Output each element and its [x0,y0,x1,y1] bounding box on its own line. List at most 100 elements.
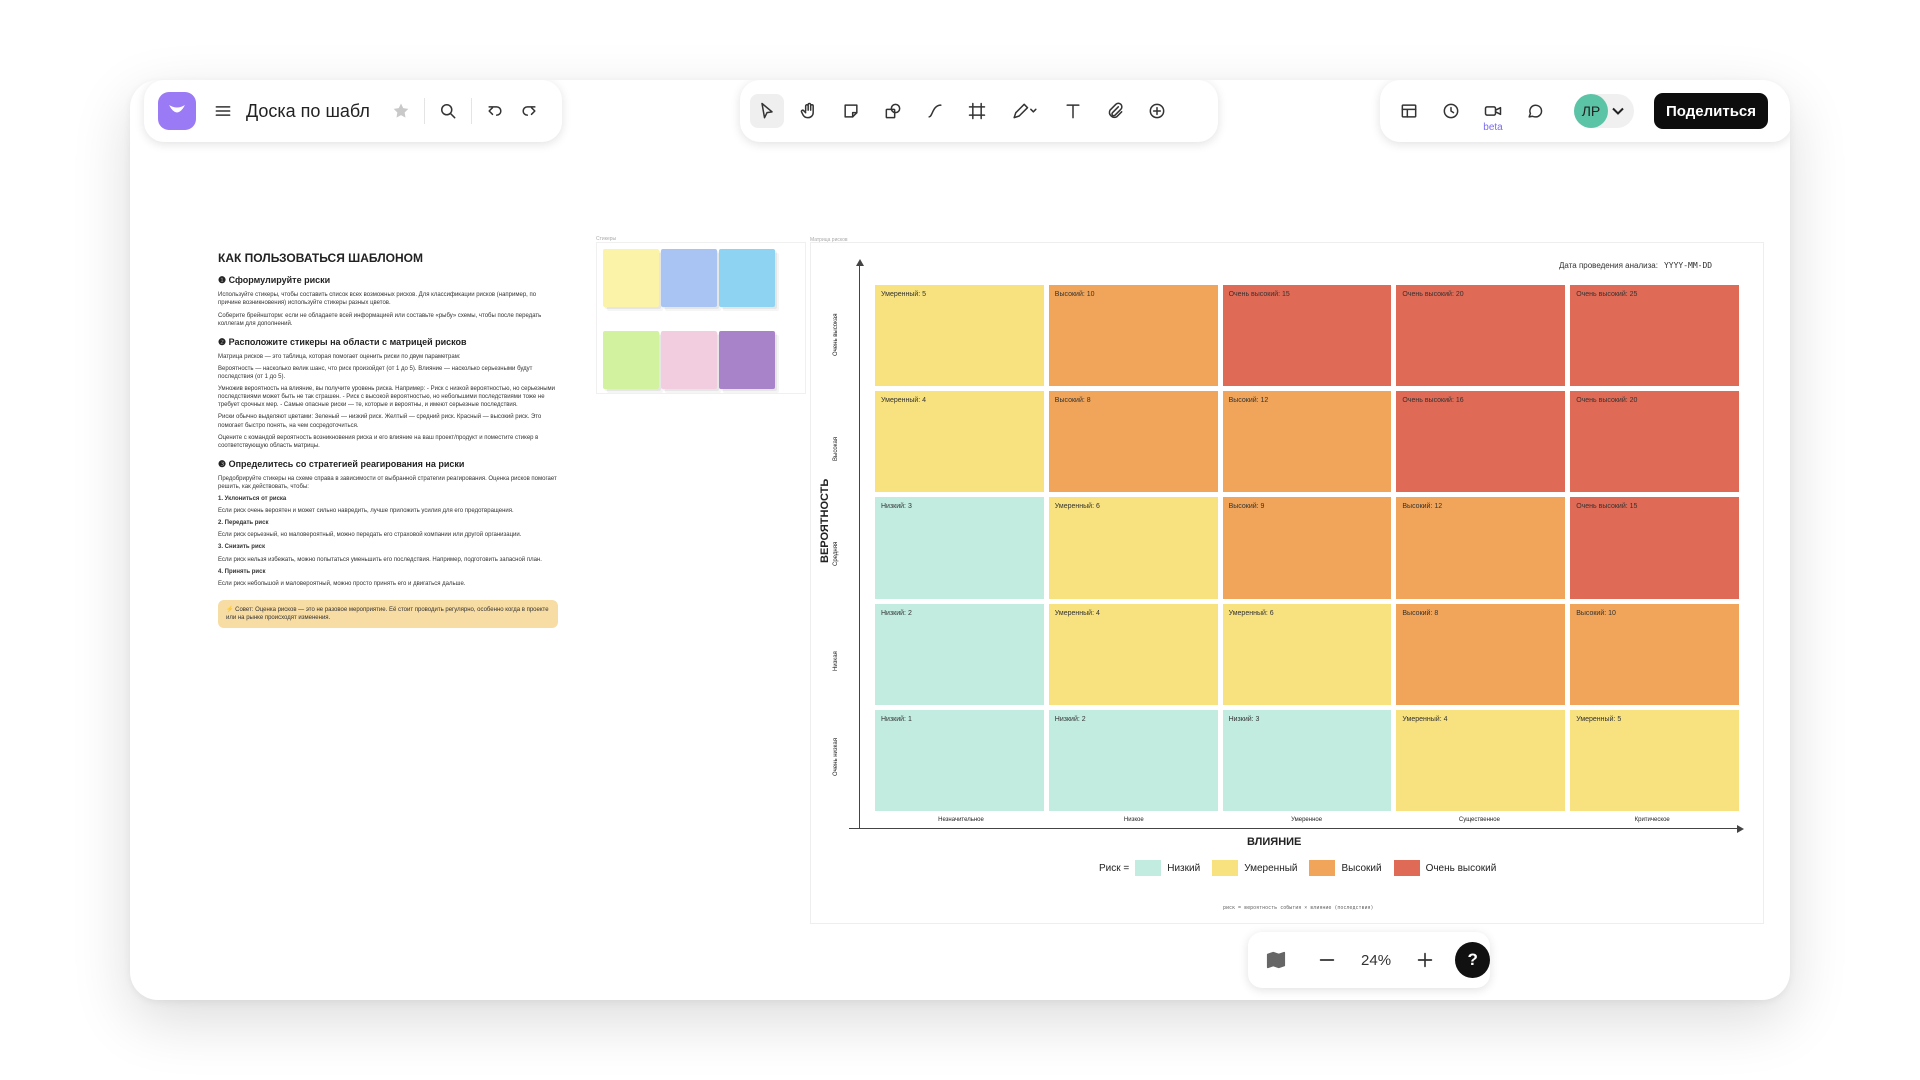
risk-cell[interactable]: Низкий: 1 [875,709,1044,811]
instructions-block[interactable]: КАК ПОЛЬЗОВАТЬСЯ ШАБЛОНОМ ❶ Сформулируйт… [218,250,558,629]
map-icon[interactable] [1260,943,1293,977]
frame-tool-icon[interactable] [960,94,994,128]
sticker-swatch[interactable] [603,331,659,389]
y-tick-label: Высокая [833,436,839,461]
connector-tool-icon[interactable] [918,94,952,128]
risk-cell[interactable]: Умеренный: 4 [1396,709,1566,811]
risk-cell[interactable]: Высокий: 8 [1048,391,1218,493]
strategy-text: Если риск очень вероятен и может сильно … [218,508,514,515]
palette-label: Стикеры [596,236,617,242]
risk-cell[interactable]: Умеренный: 4 [875,391,1044,493]
sticker-swatch[interactable] [603,249,659,307]
risk-cell[interactable]: Очень высокий: 16 [1396,391,1566,493]
risk-cell[interactable]: Очень высокий: 25 [1570,285,1739,387]
star-icon[interactable] [384,94,418,128]
section-1-title: ❶ Сформулируйте риски [218,275,331,286]
sticker-palette [596,242,806,394]
risk-cell[interactable]: Высокий: 10 [1048,285,1218,387]
risk-cell[interactable]: Умеренный: 5 [875,285,1044,387]
risk-cell[interactable]: Высокий: 12 [1396,497,1566,599]
risk-cell[interactable]: Низкий: 3 [1222,709,1392,811]
tools-toolbar [740,80,1218,142]
undo-icon[interactable] [478,94,512,128]
risk-cell[interactable]: Низкий: 2 [1048,709,1218,811]
risk-cell[interactable]: Очень высокий: 20 [1396,285,1566,387]
section-3-text: Предобрируйте стикеры на схеме справа в … [218,475,557,491]
analysis-date[interactable]: Дата проведения анализа: YYYY-MM-DD [1559,261,1739,270]
y-axis [859,265,860,829]
risk-cell[interactable]: Очень высокий: 15 [1570,497,1739,599]
risk-matrix-frame[interactable]: Дата проведения анализа: YYYY-MM-DD ВЕРОЯ… [810,242,1764,924]
legend: Риск = Низкий Умеренный Высокий Очень высок… [1099,860,1502,876]
y-axis-label: ВЕРОЯТНОСТЬ [819,478,831,563]
x-tick-label: Критическое [1634,817,1670,823]
risk-cell[interactable]: Низкий: 2 [875,603,1044,705]
user-menu[interactable]: ЛР [1574,94,1634,128]
hand-tool-icon[interactable] [792,94,826,128]
section-1-text: Соберите брейншторм: если не обладаете в… [218,312,542,327]
section-2-title: ❷ Расположите стикеры на области с матри… [218,336,467,347]
risk-cell[interactable]: Умеренный: 6 [1222,603,1392,705]
risk-cell[interactable]: Очень высокий: 20 [1570,391,1739,493]
legend-label: Очень высокий [1425,862,1497,874]
x-tick-label: Незначительное [938,817,984,823]
x-tick-label: Умеренное [1291,817,1323,823]
divider [471,98,472,124]
risk-cell[interactable]: Высокий: 10 [1570,603,1739,705]
app-logo[interactable] [158,92,196,130]
legend-label: Высокий [1341,862,1382,874]
select-tool-icon[interactable] [750,94,784,128]
sticker-swatch[interactable] [661,249,717,307]
y-tick-label: Очень низкая [833,738,839,777]
legend-label: Низкий [1167,862,1201,874]
text-tool-icon[interactable] [1056,94,1090,128]
zoom-in-icon[interactable] [1409,943,1442,977]
comment-icon[interactable] [1518,94,1552,128]
zoom-level[interactable]: 24% [1361,951,1392,969]
toolbar-left: Доска по шабл [144,80,562,142]
help-button[interactable]: ? [1455,942,1490,978]
strategy-text: Если риск нельзя избежать, можно попытат… [218,556,542,563]
chevron-down-icon [1612,107,1624,115]
risk-cell[interactable]: Высокий: 9 [1222,497,1392,599]
app-window: Доска по шабл [130,80,1790,1000]
history-clock-icon[interactable] [1434,94,1468,128]
zoom-out-icon[interactable] [1311,943,1344,977]
risk-grid: Умеренный: 5 Высокий: 10 Очень высокий: 15… [875,285,1739,811]
y-tick-label: Очень высокая [833,313,839,356]
search-icon[interactable] [431,94,465,128]
board-title[interactable]: Доска по шабл [246,100,370,121]
date-label: Дата проведения анализа: [1559,261,1658,270]
y-tick-label: Низкая [833,651,839,672]
tip-note[interactable]: ⚡ Совет: Оценка рисков — это не разовое … [218,599,558,629]
y-tick-label: Средняя [833,541,839,566]
add-more-icon[interactable] [1140,94,1174,128]
x-tick-label: Низкое [1123,817,1144,823]
risk-cell[interactable]: Низкий: 3 [875,497,1044,599]
section-2-text: Умножив вероятность на влияние, вы получ… [218,386,556,409]
risk-cell[interactable]: Высокий: 12 [1222,391,1392,493]
risk-cell[interactable]: Высокий: 8 [1396,603,1566,705]
layout-icon[interactable] [1392,94,1426,128]
sticker-swatch[interactable] [661,331,717,389]
risk-cell[interactable]: Очень высокий: 15 [1222,285,1392,387]
pen-tool-icon[interactable] [1002,94,1048,128]
sticker-swatch[interactable] [719,249,775,307]
section-2-text: Оцените с командой вероятность возникнов… [218,434,539,449]
attachment-tool-icon[interactable] [1098,94,1132,128]
risk-cell[interactable]: Умеренный: 5 [1570,709,1739,811]
menu-icon[interactable] [206,94,240,128]
risk-cell[interactable]: Умеренный: 6 [1048,497,1218,599]
sticker-swatch[interactable] [719,331,775,389]
redo-icon[interactable] [512,94,546,128]
shapes-tool-icon[interactable] [876,94,910,128]
share-button[interactable]: Поделиться [1654,93,1769,129]
legend-label: Умеренный [1244,862,1298,874]
risk-cell[interactable]: Умеренный: 4 [1048,603,1218,705]
legend-prefix: Риск = [1099,862,1130,874]
sticker-tool-icon[interactable] [834,94,868,128]
zoom-controls: 24% ? [1248,932,1490,988]
video-call-icon[interactable]: beta [1476,94,1510,133]
strategy-title: 1. Уклониться от риска [218,496,287,503]
legend-swatch [1135,860,1162,876]
